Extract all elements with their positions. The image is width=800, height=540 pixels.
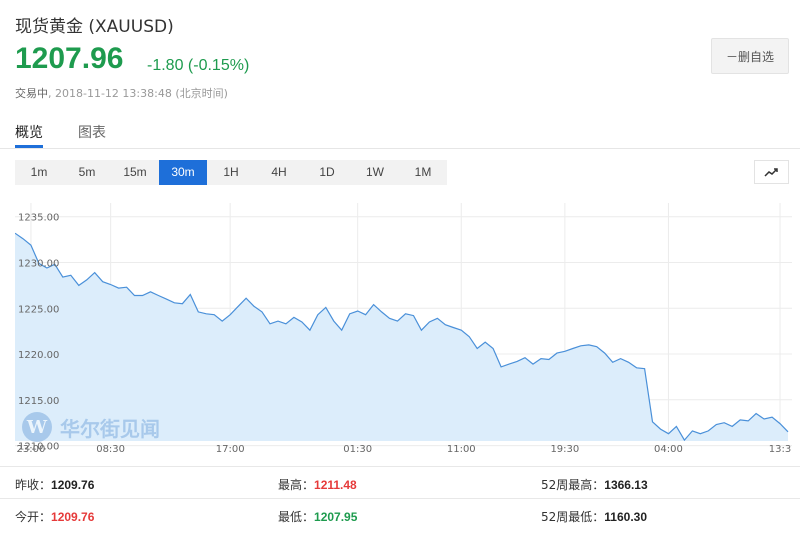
last-price: 1207.96 (15, 42, 124, 75)
x-tick-label: 13:3 (769, 444, 791, 455)
price-line (15, 232, 789, 442)
tab-bar: 概览 图表 (0, 120, 800, 149)
remove-from-watchlist-button[interactable]: －删自选 (711, 38, 789, 74)
tab-overview[interactable]: 概览 (15, 125, 43, 141)
y-tick-label: 1235.00 (18, 213, 59, 224)
line-chart-icon (763, 168, 778, 177)
interval-selector: 1m 5m 15m 30m 1H 4H 1D 1W 1M (15, 160, 447, 185)
quote-timestamp: , 2018-11-12 13:38:48 (北京时间) (48, 87, 228, 100)
stat-label: 昨收： (15, 478, 52, 492)
stat-value: 1160.30 (604, 510, 647, 524)
stat-value: 1366.13 (604, 478, 648, 492)
x-tick-label: 23:00 (17, 444, 46, 455)
watermark: W 华尔街见闻 (22, 412, 160, 442)
stat-prev-close: 昨收：1209.76 (15, 476, 94, 493)
chart-type-button[interactable] (754, 160, 789, 184)
price-change: -1.80 (-0.15%) (147, 57, 250, 74)
stat-value: 1207.95 (314, 510, 358, 524)
trading-status: 交易中, 2018-11-12 13:38:48 (北京时间) (15, 85, 228, 101)
stat-value: 1211.48 (314, 478, 357, 492)
price-chart-svg: 1235.00 1230.00 1225.00 1220.00 1215.00 1210.… (15, 203, 792, 455)
stat-label: 52周最低： (541, 510, 605, 524)
x-tick-label: 04:00 (654, 444, 683, 455)
y-tick-label: 1215.00 (18, 396, 59, 407)
price-chart: 1235.00 1230.00 1225.00 1220.00 1215.00 1210.… (15, 195, 792, 460)
interval-1d[interactable]: 1D (319, 165, 335, 179)
y-tick-label: 1220.00 (18, 350, 59, 361)
stat-label: 最低： (278, 510, 315, 524)
stats-row: 今开：1209.76 最低：1207.95 52周最低：1160.30 (0, 498, 800, 530)
stats-row: 昨收：1209.76 最高：1211.48 52周最高：1366.13 (0, 466, 800, 498)
x-tick-label: 11:00 (447, 444, 476, 455)
tab-chart[interactable]: 图表 (78, 125, 106, 141)
watermark-logo: W (22, 412, 52, 442)
stat-low: 最低：1207.95 (278, 508, 357, 525)
active-tab-indicator (15, 145, 43, 148)
x-tick-label: 08:30 (96, 444, 125, 455)
x-tick-label: 19:30 (550, 444, 579, 455)
interval-1m[interactable]: 1m (30, 165, 48, 179)
interval-15m[interactable]: 15m (123, 165, 147, 179)
stat-value: 1209.76 (51, 510, 95, 524)
price-area-fill (15, 233, 788, 441)
x-tick-label: 01:30 (343, 444, 372, 455)
interval-1mo[interactable]: 1M (414, 165, 432, 179)
interval-1h[interactable]: 1H (223, 165, 239, 179)
instrument-title: 现货黄金 (XAUUSD) (15, 17, 174, 37)
interval-5m[interactable]: 5m (78, 165, 96, 179)
stat-label: 今开： (15, 510, 52, 524)
y-tick-label: 1225.00 (18, 304, 59, 315)
stat-52w-high: 52周最高：1366.13 (541, 476, 648, 493)
stat-52w-low: 52周最低：1160.30 (541, 508, 647, 525)
y-tick-label: 1210.00 (18, 442, 59, 453)
interval-4h[interactable]: 4H (271, 165, 287, 179)
interval-30m[interactable]: 30m (159, 160, 207, 185)
stat-label: 52周最高： (541, 478, 605, 492)
watermark-text: 华尔街见闻 (60, 416, 160, 441)
interval-1w[interactable]: 1W (366, 165, 384, 179)
trading-state-label: 交易中 (15, 87, 48, 100)
x-tick-label: 17:00 (216, 444, 245, 455)
stat-value: 1209.76 (51, 478, 95, 492)
stat-high: 最高：1211.48 (278, 476, 357, 493)
stat-label: 最高： (278, 478, 315, 492)
stat-open: 今开：1209.76 (15, 508, 94, 525)
y-tick-label: 1230.00 (18, 259, 59, 270)
